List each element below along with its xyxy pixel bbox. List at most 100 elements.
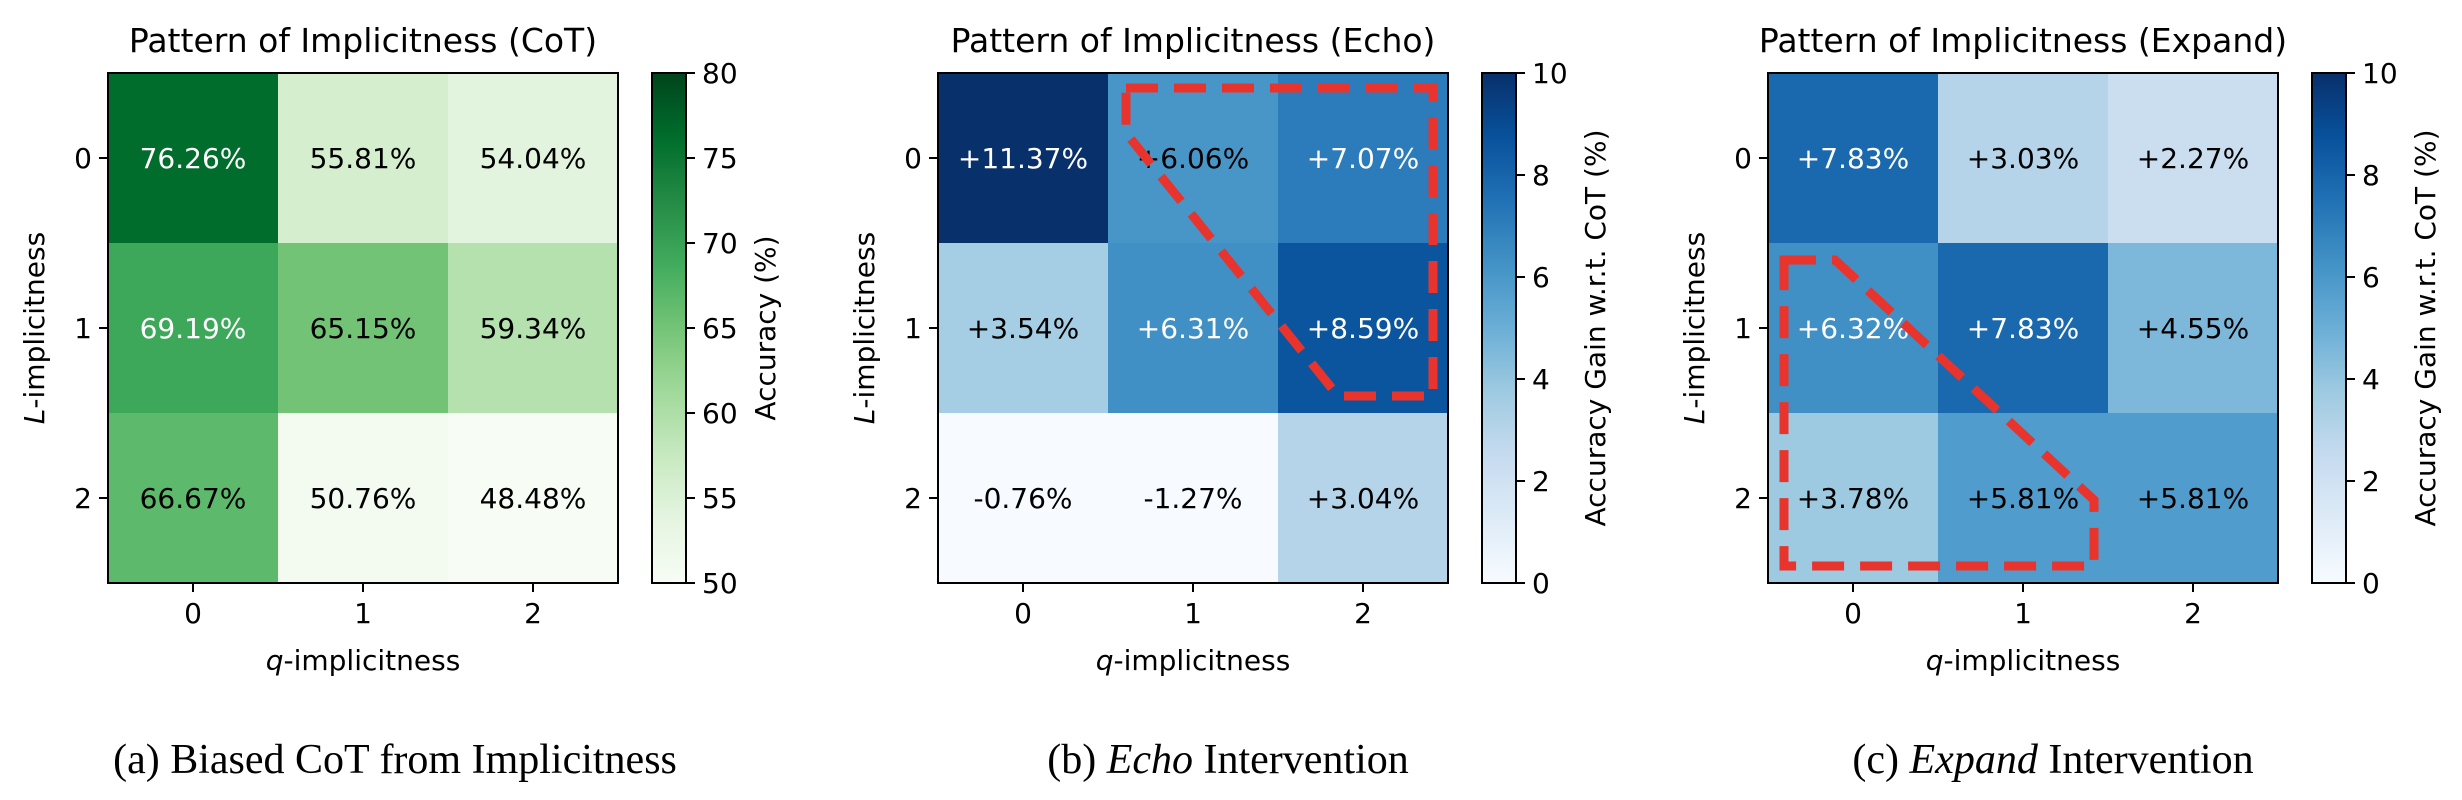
panel-b-x-axis-label: q-implicitness bbox=[1096, 644, 1291, 677]
panel-a-colorbar bbox=[651, 72, 687, 584]
panel-c-cell-r2-c2 bbox=[2108, 413, 2279, 584]
panel-b-title: Pattern of Implicitness (Echo) bbox=[951, 21, 1436, 60]
panel-a-colorbar-tick-label: 55 bbox=[702, 482, 738, 515]
panel-c-colorbar-tick-label: 10 bbox=[2362, 57, 2398, 90]
panel-b-y-tick-label: 0 bbox=[904, 142, 922, 175]
panel-c-colorbar bbox=[2311, 72, 2347, 584]
panel-a-colorbar-ticks: 50 55 60 65 70 75 80 bbox=[686, 57, 738, 600]
panel-a-cell-label-r2-c0: 66.67% bbox=[140, 482, 247, 515]
panel-b-cell-label-r0-c2: +7.07% bbox=[1307, 142, 1419, 175]
panel-a-colorbar-tick-label: 70 bbox=[702, 227, 738, 260]
panel-b-cell-label-r2-c0: -0.76% bbox=[973, 482, 1072, 515]
panel-c-cell-r0-c2 bbox=[2108, 73, 2279, 244]
panel-b-cell-label-r0-c1: +6.06% bbox=[1137, 142, 1249, 175]
panel-c-cell-label-r0-c0: +7.83% bbox=[1797, 142, 1909, 175]
panel-a-cell-label-r2-c1: 50.76% bbox=[310, 482, 417, 515]
panel-a-title: Pattern of Implicitness (CoT) bbox=[129, 21, 597, 60]
panel-c-cell-r1-c2 bbox=[2108, 243, 2279, 414]
panel-b-axis-ticks: 0 1 2 0 1 2 bbox=[904, 142, 1372, 630]
panel-b-cell-r0-c2 bbox=[1278, 73, 1449, 244]
panel-b-colorbar-tick-label: 4 bbox=[1532, 363, 1550, 396]
panel-b-colorbar-tick-label: 0 bbox=[1532, 567, 1550, 600]
panel-a-cell-r1-c2 bbox=[448, 243, 619, 414]
panel-c-highlight-region bbox=[1779, 255, 2099, 571]
panel-c-colorbar-tick-label: 6 bbox=[2362, 261, 2380, 294]
panel-c-heatmap: Pattern of Implicitness (Expand) +7.83% +… bbox=[1678, 21, 2442, 783]
panel-a-cell-r2-c0 bbox=[108, 413, 279, 584]
panel-c-colorbar-tick-label: 8 bbox=[2362, 159, 2380, 192]
panel-a-x-axis-label: q-implicitness bbox=[266, 644, 461, 677]
panel-c-x-tick-label: 0 bbox=[1844, 597, 1862, 630]
panel-a-colorbar-tick-label: 60 bbox=[702, 397, 738, 430]
panel-c-cell-r1-c1 bbox=[1938, 243, 2109, 414]
panel-a-colorbar-tick-label: 50 bbox=[702, 567, 738, 600]
panel-c-cells: +7.83% +3.03% +2.27% +6.32% +7.83% +4.55% +3.7… bbox=[1768, 73, 2279, 584]
panel-a-heatmap: Pattern of Implicitness (CoT) 76.26% 55.8… bbox=[18, 21, 782, 783]
panel-a-y-tick-label: 2 bbox=[74, 482, 92, 515]
panel-a-colorbar-tick-label: 65 bbox=[702, 312, 738, 345]
panel-a-cell-label-r1-c2: 59.34% bbox=[480, 312, 587, 345]
panel-a-cell-label-r2-c2: 48.48% bbox=[480, 482, 587, 515]
panel-b-highlight-region bbox=[1121, 83, 1438, 401]
panel-a-colorbar-tick-label: 80 bbox=[702, 57, 738, 90]
panel-a-colorbar-label: Accuracy (%) bbox=[749, 235, 782, 420]
panel-b-cell-label-r2-c1: -1.27% bbox=[1143, 482, 1242, 515]
panel-a-x-tick-label: 2 bbox=[524, 597, 542, 630]
panel-a-y-tick-label: 1 bbox=[74, 312, 92, 345]
panel-c-x-tick-label: 2 bbox=[2184, 597, 2202, 630]
panel-b-cell-r2-c2 bbox=[1278, 413, 1449, 584]
panel-c-colorbar-tick-label: 0 bbox=[2362, 567, 2380, 600]
panel-c-cell-r0-c1 bbox=[1938, 73, 2109, 244]
panel-a-colorbar-tick-label: 75 bbox=[702, 142, 738, 175]
panel-b-colorbar-tick-label: 8 bbox=[1532, 159, 1550, 192]
panel-a-cell-label-r0-c2: 54.04% bbox=[480, 142, 587, 175]
panel-b-x-tick-label: 0 bbox=[1014, 597, 1032, 630]
panel-b-colorbar-label: Accuracy Gain w.r.t. CoT (%) bbox=[1579, 129, 1612, 526]
panel-c-cell-label-r1-c1: +7.83% bbox=[1967, 312, 2079, 345]
panel-c-cell-label-r2-c1: +5.81% bbox=[1967, 482, 2079, 515]
panel-c-x-axis-label: q-implicitness bbox=[1926, 644, 2121, 677]
panel-b-y-tick-label: 1 bbox=[904, 312, 922, 345]
panel-a-cell-r1-c0 bbox=[108, 243, 279, 414]
panel-b-cell-r1-c1 bbox=[1108, 243, 1279, 414]
panel-a-cell-r0-c0 bbox=[108, 73, 279, 244]
panel-c-colorbar-ticks: 0 2 4 6 8 10 bbox=[2346, 57, 2398, 600]
panel-a-cell-label-r0-c0: 76.26% bbox=[140, 142, 247, 175]
panel-c-x-tick-label: 1 bbox=[2014, 597, 2032, 630]
panel-c-axis-ticks: 0 1 2 0 1 2 bbox=[1734, 142, 2202, 630]
panel-c-y-tick-label: 1 bbox=[1734, 312, 1752, 345]
panel-b-cell-r2-c0 bbox=[938, 413, 1109, 584]
panel-b-cells: +11.37% +6.06% +7.07% +3.54% +6.31% +8.59% -0.… bbox=[938, 73, 1449, 584]
panel-a-cell-label-r1-c1: 65.15% bbox=[310, 312, 417, 345]
panel-b-colorbar bbox=[1481, 72, 1517, 584]
panel-b-heatmap: Pattern of Implicitness (Echo) +11.37% +6… bbox=[848, 21, 1612, 783]
panel-a-x-tick-label: 0 bbox=[184, 597, 202, 630]
panel-b-x-tick-label: 2 bbox=[1354, 597, 1372, 630]
panel-a-cell-r0-c2 bbox=[448, 73, 619, 244]
panel-a-cell-r2-c2 bbox=[448, 413, 619, 584]
panel-a-caption: (a) Biased CoT from Implicitness bbox=[113, 737, 677, 783]
panel-b-cell-label-r2-c2: +3.04% bbox=[1307, 482, 1419, 515]
panel-a-y-axis-label: L-implicitness bbox=[18, 232, 51, 424]
panel-b-x-tick-label: 1 bbox=[1184, 597, 1202, 630]
panel-c-cell-label-r1-c0: +6.32% bbox=[1797, 312, 1909, 345]
panel-c-cell-r2-c1 bbox=[1938, 413, 2109, 584]
panel-c-y-tick-label: 0 bbox=[1734, 142, 1752, 175]
panel-c-colorbar-tick-label: 2 bbox=[2362, 465, 2380, 498]
panel-c-y-axis-label: L-implicitness bbox=[1678, 232, 1711, 424]
panel-a-x-tick-label: 1 bbox=[354, 597, 372, 630]
panel-c-colorbar-tick-label: 4 bbox=[2362, 363, 2380, 396]
panel-c-cell-label-r2-c2: +5.81% bbox=[2137, 482, 2249, 515]
panel-b-cell-r1-c0 bbox=[938, 243, 1109, 414]
panel-c-cell-label-r2-c0: +3.78% bbox=[1797, 482, 1909, 515]
panel-c-cell-label-r1-c2: +4.55% bbox=[2137, 312, 2249, 345]
panel-b-cell-label-r0-c0: +11.37% bbox=[958, 142, 1088, 175]
panel-c-title: Pattern of Implicitness (Expand) bbox=[1759, 21, 2287, 60]
panel-b-cell-r2-c1 bbox=[1108, 413, 1279, 584]
panel-c-cell-r0-c0 bbox=[1768, 73, 1939, 244]
panel-b-cell-label-r1-c0: +3.54% bbox=[967, 312, 1079, 345]
panel-a-cell-r0-c1 bbox=[278, 73, 449, 244]
panel-b-cell-label-r1-c2: +8.59% bbox=[1307, 312, 1419, 345]
panel-a-cell-label-r1-c0: 69.19% bbox=[140, 312, 247, 345]
